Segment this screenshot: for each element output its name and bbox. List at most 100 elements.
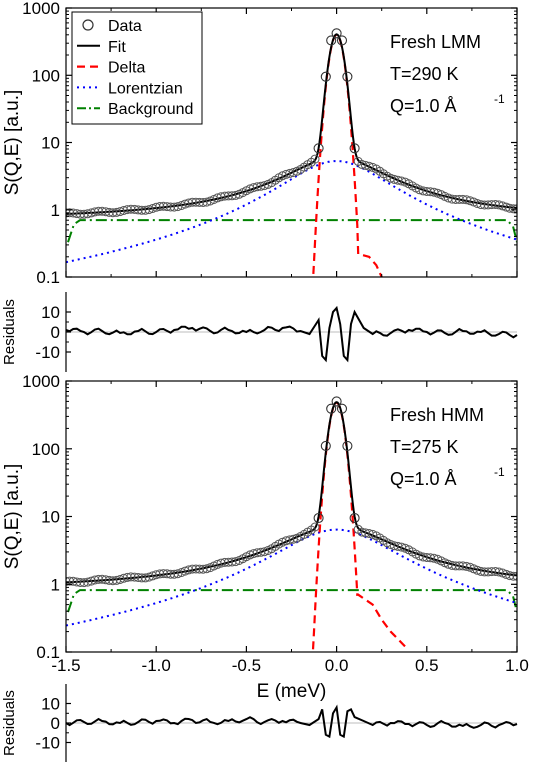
y-tick-label: 10 (41, 134, 60, 153)
residual-line (65, 305, 518, 363)
data-point (336, 403, 348, 414)
data-point (66, 576, 75, 586)
data-point (490, 567, 500, 576)
y-tick-label: -10 (35, 734, 60, 753)
y-tick-label: 1 (51, 201, 60, 220)
data-point (195, 564, 204, 574)
data-point (415, 551, 425, 561)
annotation-temperature: T=275 K (390, 437, 459, 457)
data-point (512, 571, 517, 581)
data-point (326, 403, 337, 414)
legend-box (71, 11, 203, 125)
data-point (487, 200, 497, 210)
legend-label: Data (108, 18, 142, 35)
data-point (331, 396, 342, 407)
residual-line (65, 704, 518, 739)
y-axis-label: Residuals (1, 299, 18, 365)
data-point (108, 576, 118, 586)
data-point (68, 576, 78, 586)
data-point (223, 557, 233, 567)
data-point (126, 572, 136, 582)
legend-label: Background (108, 101, 193, 118)
data-point (195, 197, 204, 207)
data-point (281, 536, 291, 546)
annotation-temperature: T=290 K (390, 64, 459, 84)
data-point (252, 182, 262, 192)
data-point (458, 194, 468, 204)
data-point (447, 560, 457, 570)
data-point (505, 571, 515, 581)
y-tick-label: 10 (41, 303, 60, 322)
y-tick-label: 0.1 (36, 643, 60, 662)
legend: Data Fit Delta Lorentzian Background (71, 11, 203, 125)
legend-label: Fit (108, 39, 126, 56)
data-point (480, 200, 489, 210)
y-tick-label: 100 (32, 66, 60, 85)
annotation-q: Q=1.0 Å (390, 96, 457, 116)
data-point (480, 567, 489, 577)
data-point (166, 569, 176, 579)
annotation-q-exponent: -1 (494, 92, 505, 106)
y-tick-label: -10 (35, 343, 60, 362)
plot-area (66, 28, 517, 277)
data-point (90, 207, 100, 217)
y-tick-label: 1000 (22, 0, 60, 18)
data-point (331, 28, 342, 39)
data-point (454, 194, 464, 204)
data-point (191, 564, 201, 574)
data-point (458, 561, 468, 571)
data-point (501, 202, 511, 212)
data-point (94, 206, 103, 216)
data-point (476, 566, 486, 576)
x-tick-label: -0.5 (232, 656, 261, 675)
data-point (68, 208, 78, 218)
x-tick-label: 0.0 (325, 656, 349, 675)
data-point (252, 548, 262, 558)
x-tick-label: -1.0 (142, 656, 171, 675)
lorentzian-line (66, 528, 517, 627)
data-point (472, 565, 482, 575)
data-point (418, 186, 428, 196)
data-point (66, 208, 75, 218)
data-point (75, 578, 85, 587)
data-point (425, 553, 435, 563)
data-point (422, 187, 432, 196)
data-point (122, 205, 132, 215)
legend-label: Delta (108, 60, 145, 77)
data-point (454, 561, 464, 571)
data-point (191, 197, 201, 207)
data-point (72, 209, 82, 219)
data-point (220, 557, 230, 567)
data-point (75, 209, 85, 219)
data-point (66, 208, 71, 218)
y-axis-label: Residuals (1, 690, 18, 756)
x-tick-label: -1.5 (51, 656, 80, 675)
data-point (158, 569, 168, 579)
data-point (342, 71, 353, 82)
data-point (133, 573, 143, 582)
y-tick-label: 10 (41, 695, 60, 714)
data-point (487, 567, 497, 577)
data-point (361, 528, 370, 538)
data-point (508, 204, 517, 214)
data-point (108, 208, 118, 218)
data-point (162, 202, 172, 212)
y-axis-label: S(Q,E) [a.u.] (2, 464, 23, 570)
data-point (425, 187, 435, 197)
data-point (137, 205, 147, 215)
data-point (476, 200, 486, 210)
data-point (198, 564, 208, 574)
data-point (472, 199, 482, 208)
data-point (320, 71, 331, 82)
data-point (184, 565, 194, 575)
data-point (97, 206, 107, 216)
x-tick-label: 1.0 (505, 656, 529, 675)
data-point (104, 207, 114, 217)
annotation-sample: Fresh LMM (390, 32, 481, 52)
data-point (227, 557, 237, 567)
fit-line (66, 401, 517, 584)
y-tick-label: 1 (51, 575, 60, 594)
spectrum-panel-0: 0.1 1 10 100 1000 S(Q,E) [a.u.] Fresh LMM T=290… (2, 0, 518, 287)
data-point (451, 195, 461, 204)
